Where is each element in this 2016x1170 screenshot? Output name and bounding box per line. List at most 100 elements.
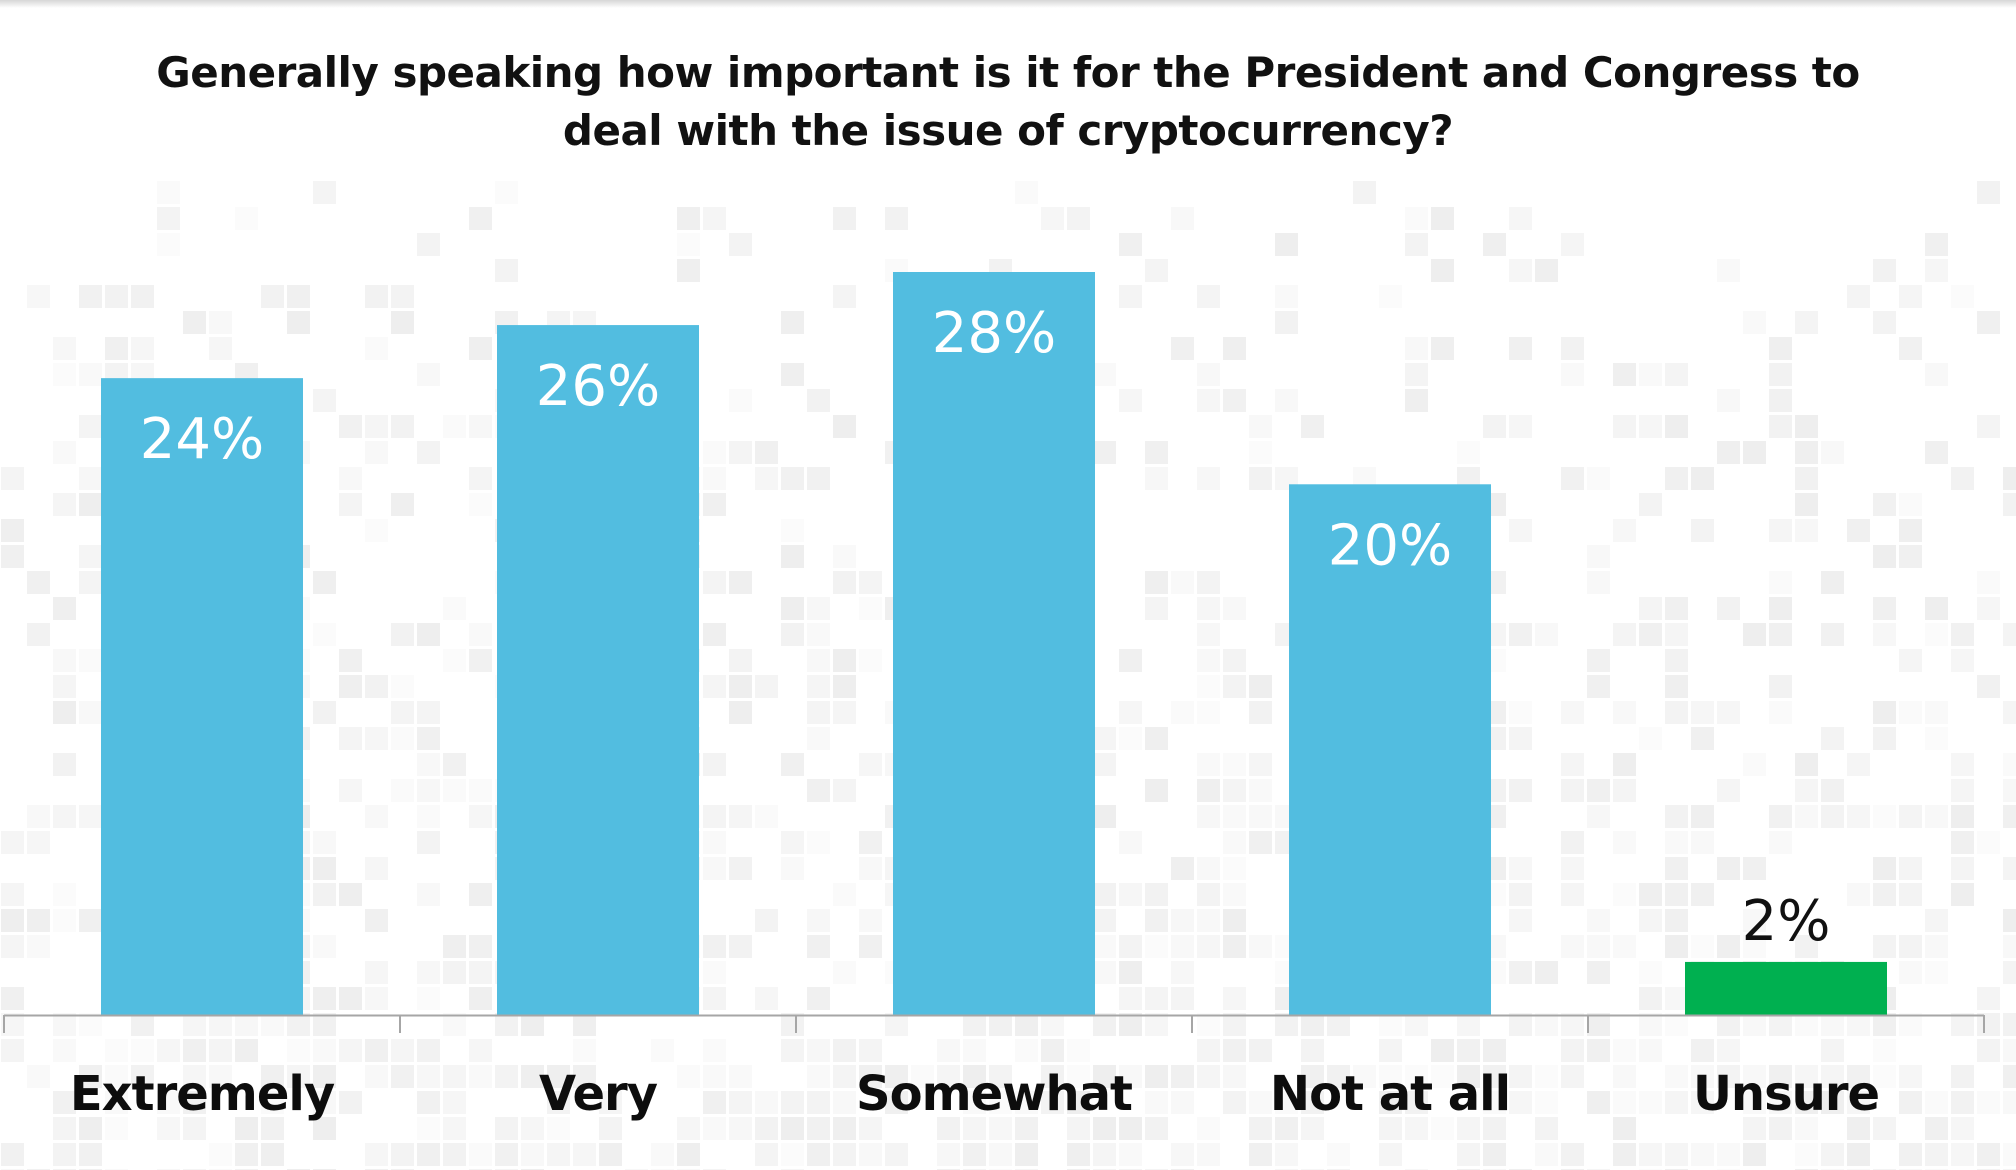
mosaic-tile	[79, 571, 102, 594]
category-label: Extremely	[70, 1066, 335, 1122]
mosaic-tile	[79, 415, 102, 438]
mosaic-tile	[1977, 181, 2000, 204]
mosaic-tile	[755, 441, 778, 464]
mosaic-tile	[235, 207, 258, 230]
mosaic-tile	[781, 467, 804, 490]
mosaic-tile	[53, 883, 76, 906]
mosaic-tile	[469, 961, 492, 984]
mosaic-tile	[1925, 727, 1948, 750]
mosaic-tile	[1457, 1117, 1480, 1140]
mosaic-tile	[1977, 415, 2000, 438]
mosaic-tile	[131, 285, 154, 308]
mosaic-tile	[469, 779, 492, 802]
mosaic-tile	[1691, 1039, 1714, 1062]
mosaic-tile	[781, 519, 804, 542]
mosaic-tile	[1119, 1013, 1142, 1036]
mosaic-tile	[1145, 597, 1168, 620]
mosaic-tile	[755, 1091, 778, 1114]
mosaic-tile	[391, 701, 414, 724]
mosaic-tile	[365, 441, 388, 464]
mosaic-tile	[1977, 1039, 2000, 1062]
mosaic-tile	[1431, 207, 1454, 230]
mosaic-tile	[2003, 935, 2016, 958]
mosaic-tile	[1301, 1013, 1324, 1036]
mosaic-tile	[677, 259, 700, 282]
mosaic-tile	[1977, 597, 2000, 620]
mosaic-tile	[1795, 1143, 1818, 1166]
mosaic-tile	[1873, 1013, 1896, 1036]
mosaic-tile	[1457, 441, 1480, 464]
mosaic-tile	[53, 441, 76, 464]
mosaic-tile	[1665, 831, 1688, 854]
mosaic-tile	[391, 311, 414, 334]
mosaic-tile	[209, 1065, 232, 1088]
mosaic-tile	[79, 1117, 102, 1140]
mosaic-tile	[1613, 831, 1636, 854]
mosaic-tile	[1197, 909, 1220, 932]
mosaic-tile	[1925, 805, 1948, 828]
mosaic-tile	[1691, 467, 1714, 490]
mosaic-tile	[1899, 519, 1922, 542]
mosaic-tile	[209, 1143, 232, 1166]
mosaic-tile	[1483, 1039, 1506, 1062]
mosaic-tile	[1717, 441, 1740, 464]
mosaic-tile	[495, 259, 518, 282]
bar-somewhat	[893, 272, 1095, 1015]
mosaic-tile	[1197, 1065, 1220, 1088]
mosaic-tile	[1587, 649, 1610, 672]
mosaic-tile	[391, 285, 414, 308]
mosaic-tile	[1249, 1039, 1272, 1062]
mosaic-tile	[1457, 1013, 1480, 1036]
mosaic-tile	[1795, 467, 1818, 490]
mosaic-tile	[1171, 1065, 1194, 1088]
mosaic-tile	[1561, 935, 1584, 958]
mosaic-tile	[1249, 701, 1272, 724]
mosaic-tile	[599, 1117, 622, 1140]
mosaic-tile	[313, 1013, 336, 1036]
mosaic-tile	[1639, 1039, 1662, 1062]
mosaic-tile	[1093, 727, 1116, 750]
mosaic-tile	[1379, 1039, 1402, 1062]
mosaic-tile	[105, 1117, 128, 1140]
mosaic-tile	[1561, 701, 1584, 724]
mosaic-tile	[1613, 623, 1636, 646]
mosaic-tile	[1535, 1091, 1558, 1114]
mosaic-tile	[1587, 675, 1610, 698]
mosaic-tile	[1977, 831, 2000, 854]
mosaic-tile	[807, 1091, 830, 1114]
mosaic-tile	[1769, 1013, 1792, 1036]
mosaic-tile	[417, 831, 440, 854]
mosaic-tile	[1067, 207, 1090, 230]
mosaic-tile	[781, 1091, 804, 1114]
mosaic-tile	[417, 1143, 440, 1166]
mosaic-tile	[1587, 467, 1610, 490]
mosaic-tile	[677, 1143, 700, 1166]
mosaic-tile	[1717, 1039, 1740, 1062]
mosaic-tile	[287, 1065, 310, 1088]
mosaic-tile	[1977, 1091, 2000, 1114]
mosaic-tile	[1925, 623, 1948, 646]
mosaic-tile	[339, 1039, 362, 1062]
mosaic-tile	[1873, 493, 1896, 516]
mosaic-tile	[443, 649, 466, 672]
mosaic-tile	[1197, 389, 1220, 412]
mosaic-tile	[729, 675, 752, 698]
mosaic-tile	[1405, 1065, 1428, 1088]
mosaic-tile	[235, 1039, 258, 1062]
mosaic-tile	[1873, 805, 1896, 828]
mosaic-tile	[703, 961, 726, 984]
mosaic-tile	[339, 649, 362, 672]
mosaic-tile	[1899, 857, 1922, 880]
mosaic-tile	[1951, 467, 1974, 490]
mosaic-tile	[1873, 701, 1896, 724]
category-label: Somewhat	[856, 1066, 1132, 1122]
mosaic-tile	[1613, 363, 1636, 386]
mosaic-tile	[1379, 1065, 1402, 1088]
mosaic-tile	[729, 233, 752, 256]
mosaic-tile	[1353, 181, 1376, 204]
mosaic-tile	[417, 1039, 440, 1062]
mosaic-tile	[1509, 337, 1532, 360]
mosaic-tile	[1275, 1143, 1298, 1166]
mosaic-tile	[1171, 935, 1194, 958]
mosaic-tile	[443, 597, 466, 620]
